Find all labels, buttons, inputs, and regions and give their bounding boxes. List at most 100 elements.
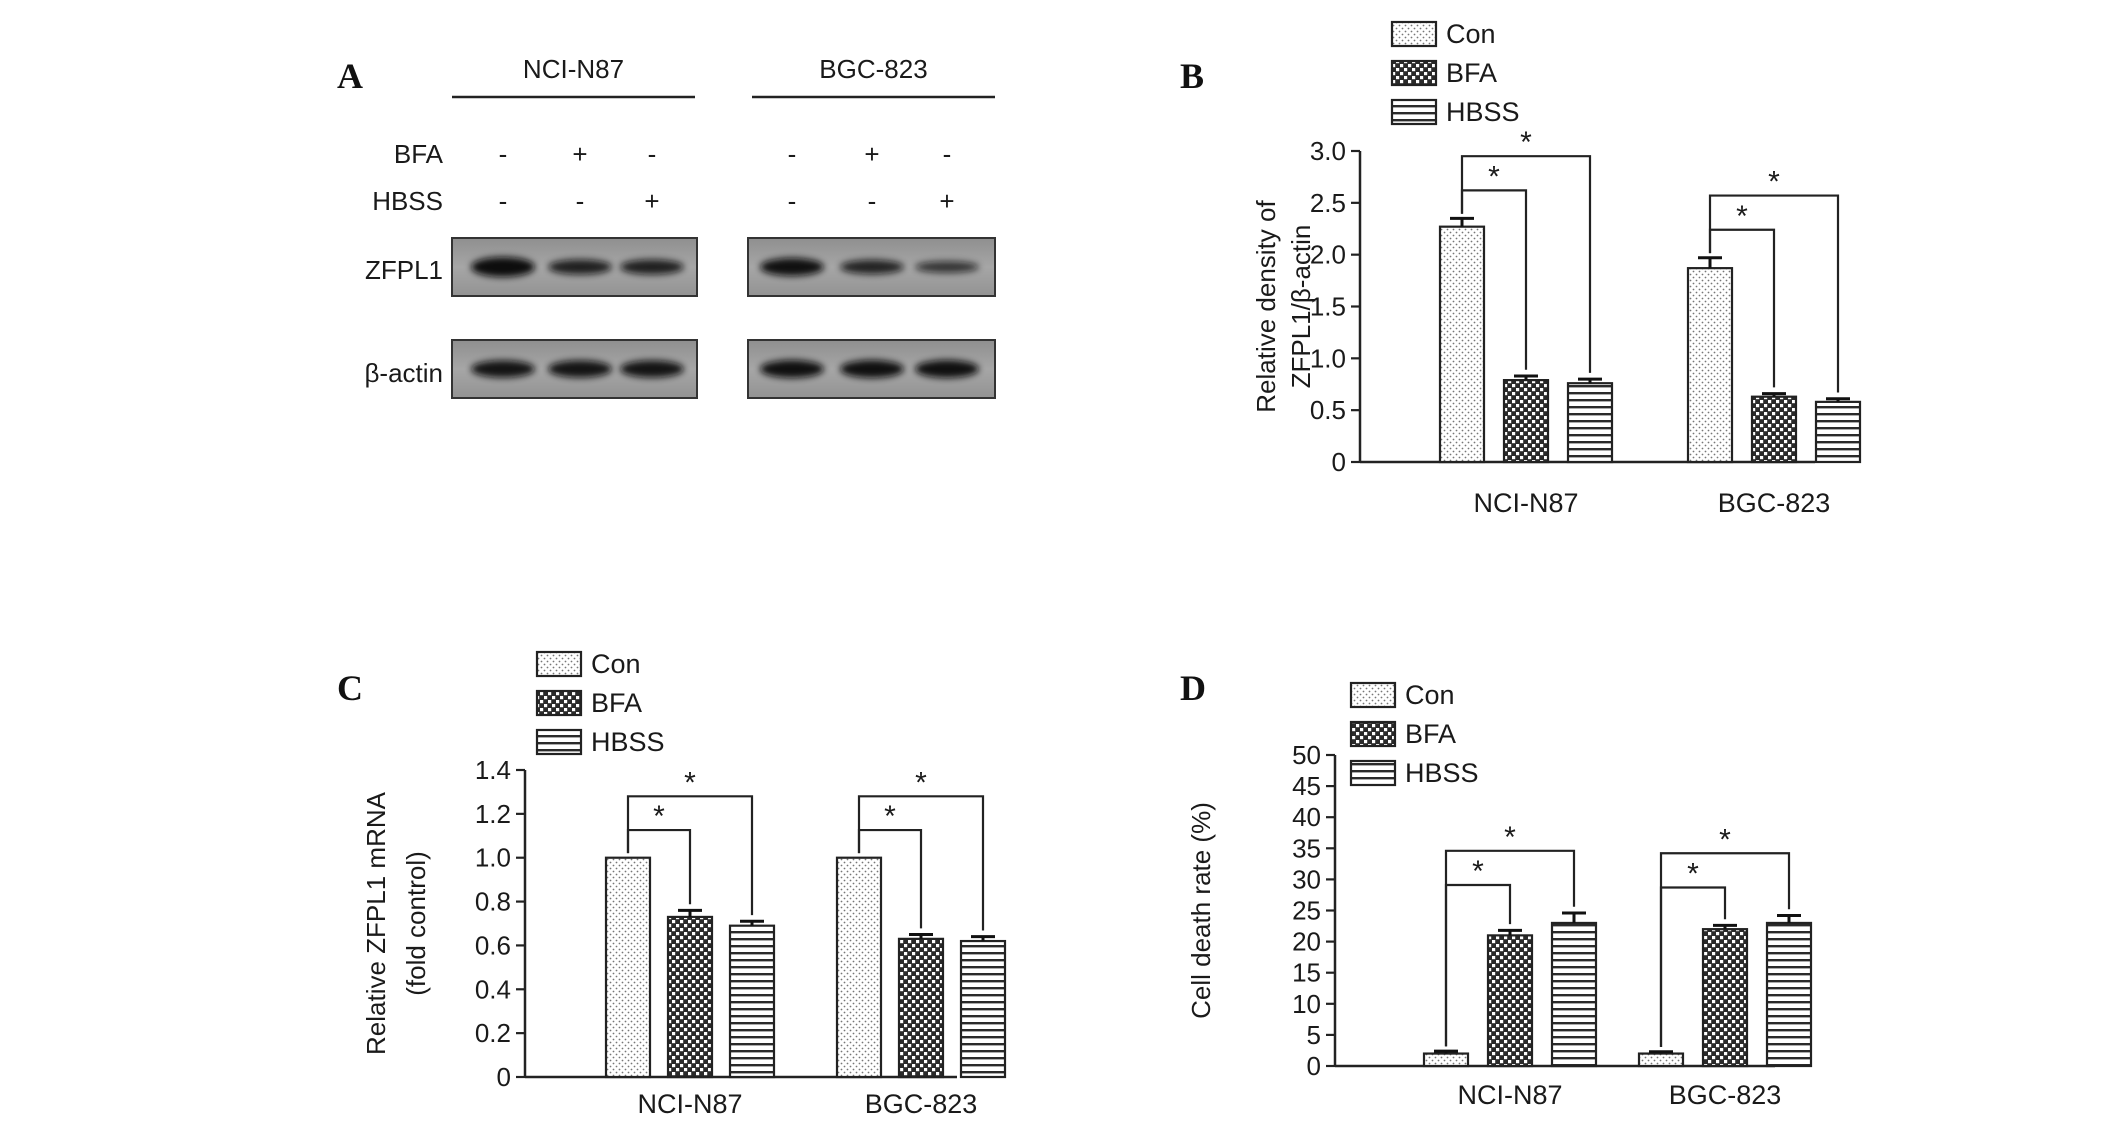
blot-treatment-label: BFA — [394, 139, 444, 169]
legend-swatch — [535, 728, 583, 756]
legend-swatch — [535, 650, 583, 678]
significance-bracket — [626, 795, 754, 916]
legend-swatch — [1390, 98, 1438, 126]
significance-asterisk: * — [1768, 166, 1780, 199]
y-tick-label: 45 — [1292, 771, 1321, 801]
y-tick-label: 0.8 — [475, 887, 511, 917]
significance-asterisk: * — [1504, 821, 1516, 854]
y-tick-label: 1.5 — [1310, 292, 1346, 322]
significance-bracket — [1659, 852, 1791, 1048]
blot-treatment-label: HBSS — [372, 186, 443, 216]
bar — [1502, 379, 1550, 464]
y-tick-label: 0.5 — [1310, 395, 1346, 425]
blot-band-label: β-actin — [364, 358, 443, 388]
x-category-label: NCI-N87 — [1457, 1080, 1562, 1110]
y-tick-label: 0 — [1332, 447, 1346, 477]
y-axis-label: ZFPL1/β-actin — [1286, 225, 1316, 389]
significance-asterisk: * — [884, 800, 896, 833]
significance-asterisk: * — [653, 800, 665, 833]
bar — [1701, 928, 1749, 1068]
significance-asterisk: * — [1736, 200, 1748, 233]
bar — [1686, 267, 1734, 464]
y-tick-label: 0 — [1307, 1051, 1321, 1081]
bar — [959, 939, 1007, 1079]
significance-asterisk: * — [684, 766, 696, 799]
significance-bracket — [1460, 155, 1592, 373]
legend-label: BFA — [1405, 719, 1456, 749]
legend-label: HBSS — [1405, 758, 1479, 788]
blot-treatment-mark: - — [499, 139, 508, 169]
blot-band — [471, 257, 535, 277]
y-tick-label: 35 — [1292, 833, 1321, 863]
y-tick-label: 10 — [1292, 989, 1321, 1019]
y-tick-label: 50 — [1292, 740, 1321, 770]
y-tick-label: 30 — [1292, 864, 1321, 894]
bar — [1550, 921, 1598, 1068]
significance-asterisk: * — [1472, 855, 1484, 888]
x-category-label: BGC-823 — [865, 1089, 978, 1119]
legend-label: Con — [591, 649, 641, 679]
y-tick-label: 0.2 — [475, 1018, 511, 1048]
blot-band — [840, 360, 904, 378]
bar — [1765, 921, 1813, 1068]
legend-label: HBSS — [1446, 97, 1520, 127]
blot-band — [471, 360, 535, 378]
blot-treatment-mark: - — [788, 186, 797, 216]
bar — [666, 915, 714, 1079]
panel-letter-b: B — [1180, 56, 1204, 96]
bar — [604, 856, 652, 1079]
bar — [897, 937, 945, 1079]
significance-asterisk: * — [915, 766, 927, 799]
significance-asterisk: * — [1687, 857, 1699, 890]
western-blot-panel: NCI-N87 BGC-823 BFA - + - - + - HBSS - - + - - + ZFPL1 β-… — [364, 54, 996, 399]
chart-b-relative-density: 0 0.5 1.0 1.5 2.0 2.5 3.0 Relative density of ZF… — [1251, 19, 1862, 518]
blot-band — [760, 360, 824, 378]
x-category-label: NCI-N87 — [637, 1089, 742, 1119]
legend-swatch — [1349, 759, 1397, 787]
significance-bracket — [1444, 849, 1576, 1047]
blot-band — [620, 259, 684, 275]
x-category-label: NCI-N87 — [1473, 488, 1578, 518]
blot-treatment-mark: + — [864, 139, 879, 169]
y-tick-label: 2.5 — [1310, 188, 1346, 218]
y-tick-label: 0.4 — [475, 974, 511, 1004]
legend-label: HBSS — [591, 727, 665, 757]
blot-treatment-mark: + — [572, 139, 587, 169]
y-tick-label: 5 — [1307, 1020, 1321, 1050]
blot-band — [620, 360, 684, 378]
panel-letter-d: D — [1180, 668, 1206, 708]
y-axis-label: (fold control) — [401, 851, 431, 996]
y-tick-label: 20 — [1292, 927, 1321, 957]
y-tick-label: 0.6 — [475, 930, 511, 960]
y-tick-label: 1.4 — [475, 755, 511, 785]
bar — [1566, 382, 1614, 464]
legend-label: Con — [1405, 680, 1455, 710]
blot-treatment-mark: - — [648, 139, 657, 169]
blot-band — [915, 360, 979, 378]
bar — [1438, 225, 1486, 464]
significance-asterisk: * — [1719, 823, 1731, 856]
blot-cell-line-label: BGC-823 — [819, 54, 927, 84]
blot-band — [548, 360, 612, 378]
y-tick-label: 1.2 — [475, 799, 511, 829]
legend-swatch — [1390, 59, 1438, 87]
y-axis-label: Relative ZFPL1 mRNA — [361, 791, 391, 1055]
legend-swatch — [535, 689, 583, 717]
legend-label: BFA — [1446, 58, 1497, 88]
y-tick-label: 15 — [1292, 958, 1321, 988]
bar — [1750, 395, 1798, 464]
y-axis-label: Cell death rate (%) — [1186, 802, 1216, 1019]
blot-band — [548, 259, 612, 275]
legend-label: BFA — [591, 688, 642, 718]
significance-bracket — [857, 795, 985, 931]
bar — [1637, 1052, 1685, 1068]
blot-treatment-mark: - — [868, 186, 877, 216]
panel-letter-a: A — [337, 56, 363, 96]
bar — [1486, 934, 1534, 1068]
y-tick-label: 40 — [1292, 802, 1321, 832]
legend-label: Con — [1446, 19, 1496, 49]
y-tick-label: 1.0 — [1310, 343, 1346, 373]
blot-band — [760, 258, 824, 276]
